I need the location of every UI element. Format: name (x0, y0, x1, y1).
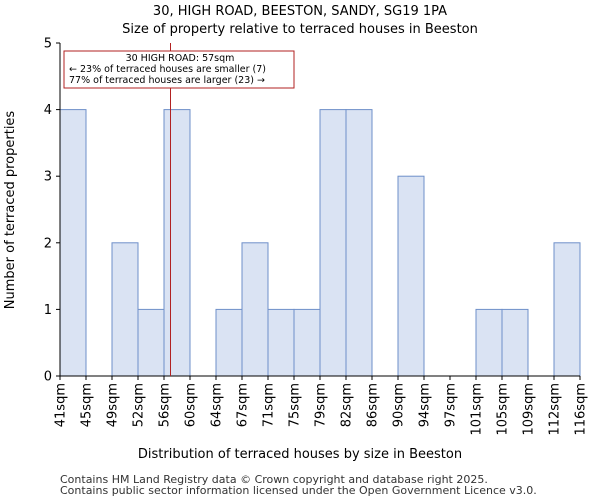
x-tick-label: 49sqm (106, 383, 121, 427)
y-tick-label: 5 (44, 37, 52, 52)
bar-82sqm (345, 109, 373, 377)
x-tick-label: 82sqm (340, 383, 355, 427)
bar-112sqm (553, 242, 581, 377)
x-axis: 41sqm 45sqm 49sqm 52sqm 56sqm 60sqm 64sqm 67sqm… (54, 375, 589, 436)
y-tick-label: 2 (44, 236, 52, 251)
x-tick-label: 64sqm (210, 383, 225, 427)
x-tick-label: 52sqm (132, 383, 147, 427)
x-tick-label: 41sqm (54, 383, 69, 427)
x-tick-label: 75sqm (288, 383, 303, 427)
x-tick-label: 45sqm (80, 383, 95, 427)
x-tick-label: 112sqm (548, 383, 563, 436)
x-tick-label: 56sqm (158, 383, 173, 427)
y-tick-label: 4 (44, 103, 52, 118)
footer-line-2: Contains public sector information licen… (60, 484, 537, 497)
bar-49sqm (111, 242, 139, 377)
annotation-line-3: 77% of terraced houses are larger (23) → (69, 75, 265, 86)
x-tick-label: 94sqm (418, 383, 433, 427)
x-tick-label: 60sqm (184, 383, 199, 427)
x-tick-label: 79sqm (314, 383, 329, 427)
bar-90sqm (397, 175, 425, 377)
bar-71sqm (267, 308, 295, 377)
x-tick-label: 105sqm (496, 383, 511, 436)
bar-101sqm (475, 308, 503, 377)
bar-52sqm (137, 308, 165, 377)
x-tick-label: 101sqm (470, 383, 485, 436)
y-axis-label: Number of terraced properties (3, 111, 18, 310)
y-axis: 0 1 2 3 4 5 (44, 37, 61, 385)
bar-79sqm (319, 109, 347, 377)
property-marker: 30 HIGH ROAD: 57sqm← 23% of terraced hou… (63, 43, 295, 376)
annotation-line-1: 30 HIGH ROAD: 57sqm (126, 53, 235, 64)
x-tick-label: 116sqm (574, 383, 589, 436)
y-tick-label: 0 (44, 370, 52, 385)
x-axis-label: Distribution of terraced houses by size … (138, 447, 462, 462)
y-tick-label: 1 (44, 303, 52, 318)
x-tick-label: 86sqm (366, 383, 381, 427)
x-tick-label: 97sqm (444, 383, 459, 427)
chart-title: 30, HIGH ROAD, BEESTON, SANDY, SG19 1PA (153, 4, 447, 19)
bar-41sqm (59, 109, 87, 377)
annotation-line-2: ← 23% of terraced houses are smaller (7) (69, 64, 266, 75)
x-tick-label: 71sqm (262, 383, 277, 427)
bar-56sqm (163, 109, 191, 377)
x-tick-label: 67sqm (236, 383, 251, 427)
bars-group (59, 109, 581, 377)
footer-line-1: Contains HM Land Registry data © Crown c… (60, 473, 488, 486)
chart-subtitle: Size of property relative to terraced ho… (122, 22, 478, 37)
annotation-box (63, 50, 295, 89)
bar-64sqm (215, 308, 243, 377)
x-tick-label: 90sqm (392, 383, 407, 427)
bar-67sqm (241, 242, 269, 377)
bar-105sqm (501, 308, 529, 377)
x-tick-label: 109sqm (522, 383, 537, 436)
y-tick-label: 3 (44, 170, 52, 185)
bar-75sqm (293, 308, 321, 377)
